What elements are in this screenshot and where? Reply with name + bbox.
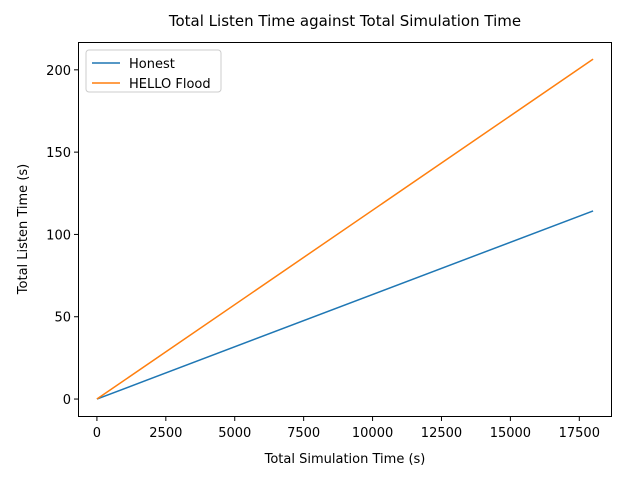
x-tick-label: 5000 — [218, 426, 251, 441]
legend-label: HELLO Flood — [129, 77, 211, 92]
x-tick-label: 17500 — [559, 426, 600, 441]
series-line-hello-flood — [96, 58, 594, 400]
legend-label: Honest — [129, 57, 175, 72]
x-tick-label: 7500 — [287, 426, 320, 441]
y-axis-title: Total Listen Time (s) — [16, 164, 31, 295]
x-tick-label: 2500 — [149, 426, 182, 441]
y-tick-label: 150 — [46, 146, 71, 161]
x-tick-label: 12500 — [421, 426, 462, 441]
y-tick-label: 0 — [63, 393, 71, 408]
y-axis-ticks: 0 50 100 150 200 — [46, 64, 79, 408]
chart-title: Total Listen Time against Total Simulati… — [168, 12, 521, 30]
plot-frame — [78, 42, 612, 417]
x-tick-label: 15000 — [490, 426, 531, 441]
x-axis-ticks: 0 2500 5000 7500 10000 12500 15000 17500 — [93, 416, 600, 441]
legend-box — [85, 49, 222, 93]
x-tick-label: 0 — [93, 426, 101, 441]
x-axis-title: Total Simulation Time (s) — [264, 452, 426, 467]
y-tick-label: 200 — [46, 64, 71, 79]
series-lines — [96, 58, 594, 400]
y-tick-label: 50 — [54, 311, 71, 326]
x-tick-label: 10000 — [352, 426, 393, 441]
legend: Honest HELLO Flood — [85, 49, 222, 93]
y-tick-label: 100 — [46, 228, 71, 243]
series-line-honest — [96, 210, 594, 400]
